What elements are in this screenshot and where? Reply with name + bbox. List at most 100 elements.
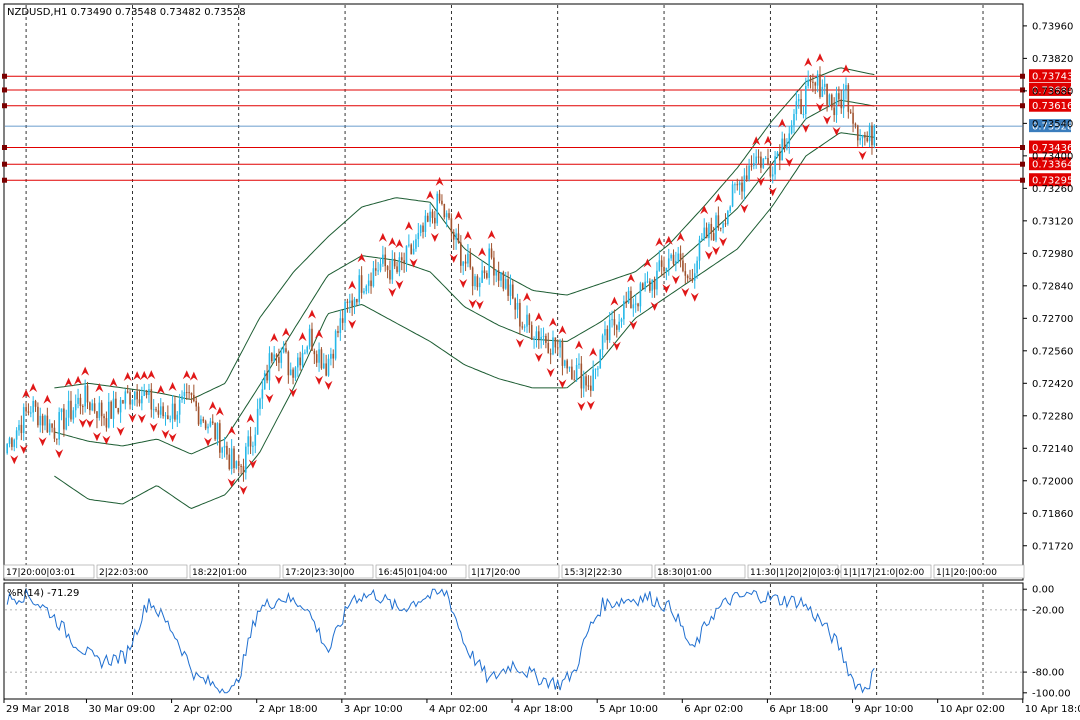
candle-body xyxy=(471,267,474,287)
time-tick-label: 10 Apr 18:00 xyxy=(1025,704,1080,715)
fractal-up-marker xyxy=(388,237,397,247)
candle-body xyxy=(526,314,528,327)
candle-body xyxy=(374,268,377,271)
candle-body xyxy=(297,357,299,368)
level-anchor-left xyxy=(2,87,7,93)
candle-body xyxy=(814,82,817,86)
candle-body xyxy=(178,399,181,415)
level-anchor-left xyxy=(2,103,7,109)
candle-body xyxy=(115,398,117,409)
candle-body xyxy=(422,225,424,232)
candle-body xyxy=(535,331,538,339)
fractal-up-marker xyxy=(626,273,635,283)
candle-body xyxy=(478,282,481,288)
price-tick-label: 0.73400 xyxy=(1032,151,1073,162)
candle-body xyxy=(776,152,779,157)
candle-body xyxy=(278,357,280,363)
candle-body xyxy=(426,215,429,222)
candle-body xyxy=(98,402,101,419)
time-tag-strip: 17|20:00|03:01 2|22:03:00 18:22|01:00 17:20… xyxy=(3,564,1025,579)
fractal-down-marker xyxy=(586,400,595,410)
time-tag-box xyxy=(654,564,746,579)
candle-body xyxy=(755,156,757,164)
candle-body xyxy=(268,353,271,381)
fractal-down-marker xyxy=(832,126,841,136)
candle-body xyxy=(528,314,531,326)
candle-body xyxy=(514,298,516,310)
candle-body xyxy=(171,403,174,419)
candle-body xyxy=(698,239,701,261)
indicator-tick-label: -20.00 xyxy=(1032,605,1064,616)
candle-body xyxy=(282,348,285,353)
fractal-up-marker xyxy=(156,385,165,395)
price-tick-label: 0.73260 xyxy=(1032,184,1073,195)
candle-body xyxy=(249,436,252,447)
candle-body xyxy=(391,258,394,280)
candle-body xyxy=(613,319,616,326)
fractal-down-marker xyxy=(10,455,19,465)
candle-body xyxy=(852,112,854,124)
candle-body xyxy=(663,266,665,272)
candle-body xyxy=(653,279,656,290)
candle-body xyxy=(807,79,809,86)
candle-body xyxy=(559,340,561,348)
price-tick-label: 0.72840 xyxy=(1032,281,1073,292)
candle-body xyxy=(722,223,724,228)
candle-body xyxy=(266,373,268,381)
fractal-up-marker xyxy=(95,383,104,393)
candle-body xyxy=(200,419,202,425)
indicator-tick-label: -80.00 xyxy=(1032,668,1064,679)
candle-body xyxy=(197,406,200,425)
candle-body xyxy=(183,392,186,397)
fractal-up-marker xyxy=(478,247,487,257)
candle-body xyxy=(209,421,212,427)
candle-body xyxy=(53,427,56,439)
fractal-down-marker xyxy=(468,299,477,309)
candle-body xyxy=(712,233,715,241)
fractal-down-marker xyxy=(534,352,543,362)
candle-body xyxy=(554,337,557,348)
candle-body xyxy=(252,445,254,447)
candle-body xyxy=(216,423,219,440)
candle-body xyxy=(443,203,446,218)
level-price-label: 0.73743 xyxy=(1032,72,1073,83)
candle-body xyxy=(195,401,198,407)
candle-body xyxy=(512,284,514,299)
candle-body xyxy=(259,398,261,409)
candle-body xyxy=(370,280,372,287)
candle-body xyxy=(119,400,122,413)
candle-body xyxy=(457,233,460,243)
candle-body xyxy=(533,338,535,340)
candle-body xyxy=(476,276,479,288)
fractal-down-marker xyxy=(430,233,439,243)
indicator-axis: 0.00 -20.00 -80.00 -100.00 xyxy=(5,585,1071,699)
candle-body xyxy=(823,83,826,87)
fractal-down-marker xyxy=(395,280,404,290)
time-tag-box xyxy=(96,564,188,579)
candle-body xyxy=(136,391,138,400)
candle-body xyxy=(211,421,214,424)
candle-body xyxy=(167,415,169,420)
candle-body xyxy=(48,423,51,433)
fractal-down-marker xyxy=(629,320,638,330)
price-tick-label: 0.72280 xyxy=(1032,411,1073,422)
fractal-down-marker xyxy=(289,388,298,398)
candle-body xyxy=(871,125,873,146)
candle-body xyxy=(37,406,39,426)
level-anchor-left xyxy=(2,144,7,150)
fractal-down-marker xyxy=(248,459,257,469)
candle-body xyxy=(417,232,420,240)
candle-body xyxy=(828,94,831,105)
price-tick-label: 0.72140 xyxy=(1032,444,1073,455)
candle-body xyxy=(795,101,798,114)
fractal-up-marker xyxy=(168,382,177,392)
fractal-up-marker xyxy=(815,53,824,63)
williams-r-line xyxy=(6,587,875,694)
fractal-down-marker xyxy=(85,418,94,428)
fractal-down-marker xyxy=(409,258,418,268)
candle-body xyxy=(594,368,597,370)
candle-body xyxy=(627,290,630,304)
candle-body xyxy=(117,408,120,413)
fractal-up-marker xyxy=(378,232,387,242)
candle-body xyxy=(660,260,663,267)
